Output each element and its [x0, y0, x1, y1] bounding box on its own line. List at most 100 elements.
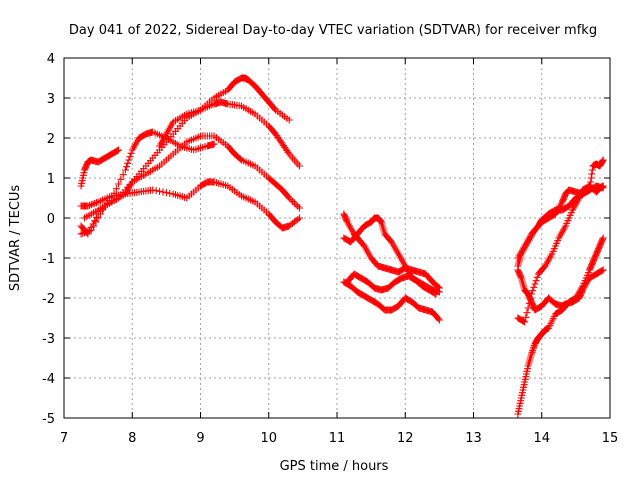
y-tick-label: 2	[47, 132, 55, 147]
data-point	[587, 174, 595, 182]
data-point	[79, 229, 87, 237]
data-point	[117, 175, 125, 183]
data-point	[113, 147, 121, 155]
data-point	[289, 197, 297, 205]
data-point	[599, 182, 607, 190]
data-point	[166, 189, 174, 197]
data-point	[520, 317, 528, 325]
data-point	[115, 180, 123, 188]
series-f	[156, 74, 293, 150]
data-point	[115, 146, 123, 154]
data-point	[599, 234, 607, 242]
data-point	[119, 171, 127, 179]
data-point	[529, 347, 537, 355]
series-l	[514, 266, 607, 314]
x-axis: 7 8 9 10 11 12 13 14 15	[60, 58, 618, 446]
data-point	[126, 153, 134, 161]
data-point	[531, 280, 539, 288]
data-point	[517, 273, 525, 281]
data-point	[376, 217, 384, 225]
data-point	[432, 290, 440, 298]
data-point	[91, 199, 99, 207]
data-point	[292, 201, 300, 209]
data-point	[285, 194, 293, 202]
y-axis-label: SDTVAR / TECUs	[8, 185, 23, 292]
x-tick-label: 11	[329, 431, 346, 446]
x-tick-label: 15	[602, 431, 619, 446]
data-point	[152, 187, 160, 195]
data-point	[528, 290, 536, 298]
data-point	[89, 200, 97, 208]
y-tick-label: -2	[42, 292, 55, 307]
data-point	[599, 157, 607, 165]
data-point	[290, 199, 298, 207]
x-tick-label: 8	[128, 431, 136, 446]
data-point	[80, 229, 88, 237]
data-point	[294, 202, 302, 210]
data-point	[524, 304, 532, 312]
x-tick-label: 13	[465, 431, 482, 446]
data-point	[159, 188, 167, 196]
series-i	[340, 278, 443, 324]
y-axis: 4 3 2 1 0 -1 -2 -3 -4 -5	[42, 52, 610, 427]
data-point	[529, 287, 537, 295]
data-point	[94, 214, 102, 222]
data-point	[86, 227, 94, 235]
data-point	[435, 316, 443, 324]
data-point	[285, 116, 293, 124]
data-point	[86, 201, 94, 209]
y-tick-label: -1	[42, 252, 55, 267]
data-point	[149, 186, 157, 194]
data-point	[123, 163, 131, 171]
series-k	[514, 234, 607, 418]
data-point	[523, 309, 531, 317]
data-point	[110, 189, 118, 197]
series-j	[343, 270, 440, 298]
y-tick-label: 3	[47, 92, 55, 107]
data-point	[295, 162, 303, 170]
data-point	[294, 215, 302, 223]
data-point	[530, 283, 538, 291]
series-g	[340, 210, 443, 292]
series-n	[514, 182, 607, 326]
data-point	[287, 196, 295, 204]
series-e	[80, 98, 303, 222]
data-point	[598, 267, 606, 275]
data-point	[434, 315, 442, 323]
data-point	[521, 318, 529, 326]
data-point	[124, 159, 132, 167]
data-point	[84, 202, 92, 210]
data-point	[529, 345, 537, 353]
data-point	[530, 343, 538, 351]
data-point	[87, 201, 95, 209]
y-tick-label: -5	[42, 412, 55, 427]
data-point	[295, 204, 303, 212]
data-point	[599, 156, 607, 164]
x-tick-label: 7	[60, 431, 68, 446]
x-tick-label: 14	[533, 431, 550, 446]
data-point	[82, 228, 90, 236]
y-tick-label: -3	[42, 332, 55, 347]
data-point	[270, 105, 278, 113]
data-point	[532, 277, 540, 285]
data-points	[77, 74, 607, 418]
data-point	[586, 182, 594, 190]
data-point	[578, 287, 586, 295]
data-point	[599, 235, 607, 243]
data-point	[92, 199, 100, 207]
data-point	[77, 230, 85, 238]
data-point	[295, 214, 303, 222]
data-point	[525, 299, 533, 307]
data-point	[92, 218, 100, 226]
data-point	[528, 348, 536, 356]
data-point	[586, 186, 594, 194]
y-tick-label: 0	[47, 212, 55, 227]
data-point	[588, 170, 596, 178]
data-point	[84, 227, 92, 235]
data-point	[533, 273, 541, 281]
data-point	[125, 156, 133, 164]
x-tick-label: 10	[260, 431, 277, 446]
data-point	[127, 149, 135, 157]
data-point	[599, 266, 607, 274]
